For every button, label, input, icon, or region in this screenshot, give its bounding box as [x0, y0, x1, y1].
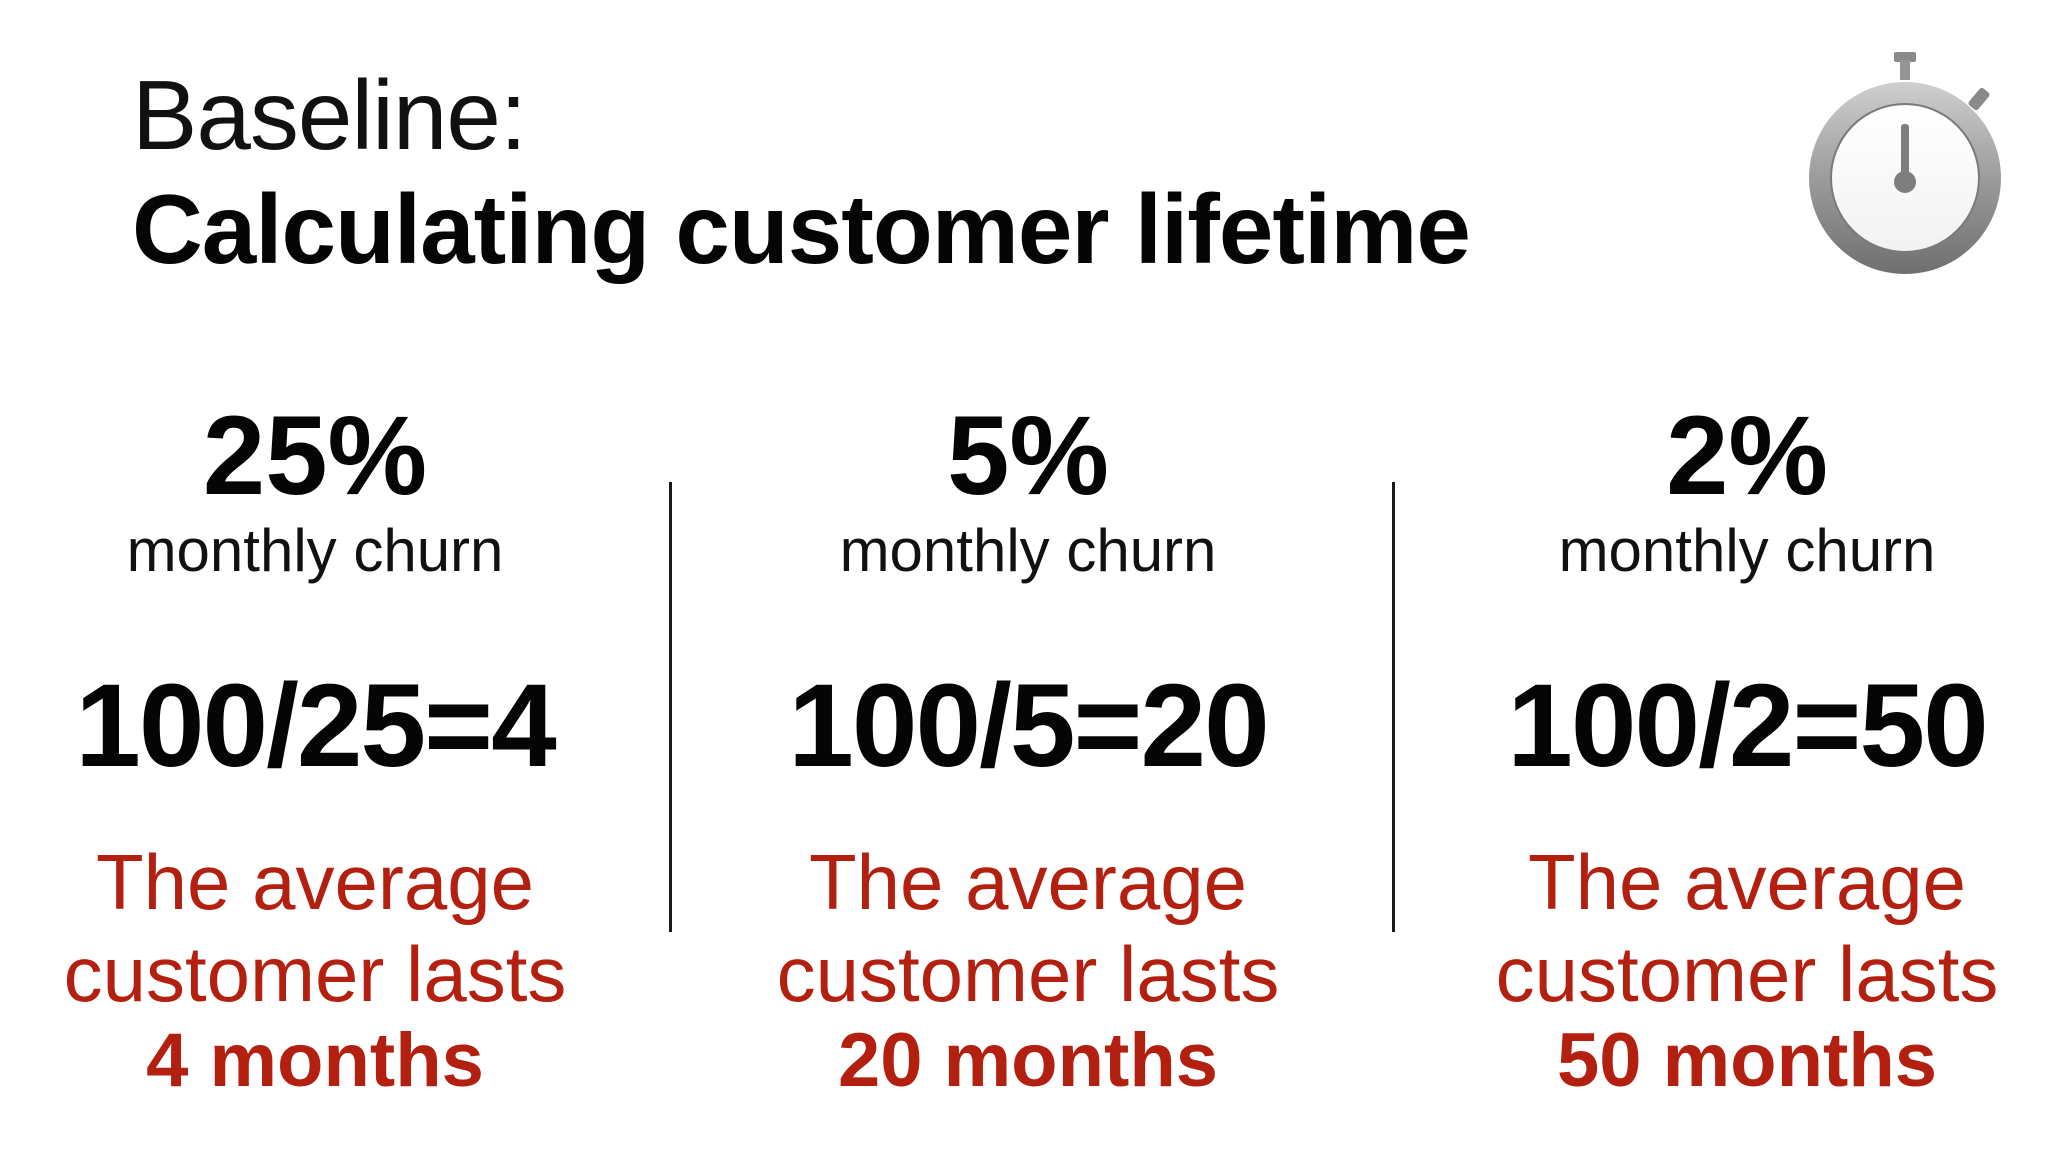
slide-title: Baseline: Calculating customer lifetime — [132, 56, 1471, 288]
result-line-2: customer lasts — [776, 930, 1280, 1018]
result-months: 20 months — [837, 1018, 1219, 1103]
churn-label: monthly churn — [1558, 517, 1936, 584]
result-line-2: customer lasts — [63, 930, 567, 1018]
lifetime-formula: 100/2=50 — [1507, 660, 1988, 792]
churn-percent: 5% — [947, 393, 1109, 518]
result-line-1: The average — [809, 838, 1247, 926]
lifetime-formula: 100/25=4 — [75, 660, 556, 792]
lifetime-result: The average customer lasts 50 months — [1437, 836, 2048, 1104]
lifetime-formula: 100/5=20 — [788, 660, 1269, 792]
result-months: 4 months — [146, 1018, 484, 1103]
churn-percent: 2% — [1666, 393, 1828, 518]
lifetime-result: The average customer lasts 20 months — [718, 836, 1338, 1104]
churn-label: monthly churn — [126, 517, 504, 584]
churn-column-2: 5% monthly churn 100/5=20 The average cu… — [718, 390, 1338, 1104]
title-line-baseline: Baseline: — [132, 60, 527, 170]
result-line-1: The average — [1528, 838, 1966, 926]
churn-percent: 25% — [202, 393, 428, 518]
title-line-main: Calculating customer lifetime — [132, 174, 1471, 284]
column-divider — [669, 482, 672, 932]
lifetime-result: The average customer lasts 4 months — [5, 836, 625, 1104]
result-line-1: The average — [96, 838, 534, 926]
churn-column-1: 25% monthly churn 100/25=4 The average c… — [5, 390, 625, 1104]
stopwatch-icon — [1809, 52, 2001, 274]
result-months: 50 months — [1556, 1018, 1938, 1103]
churn-label: monthly churn — [839, 517, 1217, 584]
churn-column-3: 2% monthly churn 100/2=50 The average cu… — [1437, 390, 2048, 1104]
result-line-2: customer lasts — [1495, 930, 1999, 1018]
column-divider — [1392, 482, 1395, 932]
